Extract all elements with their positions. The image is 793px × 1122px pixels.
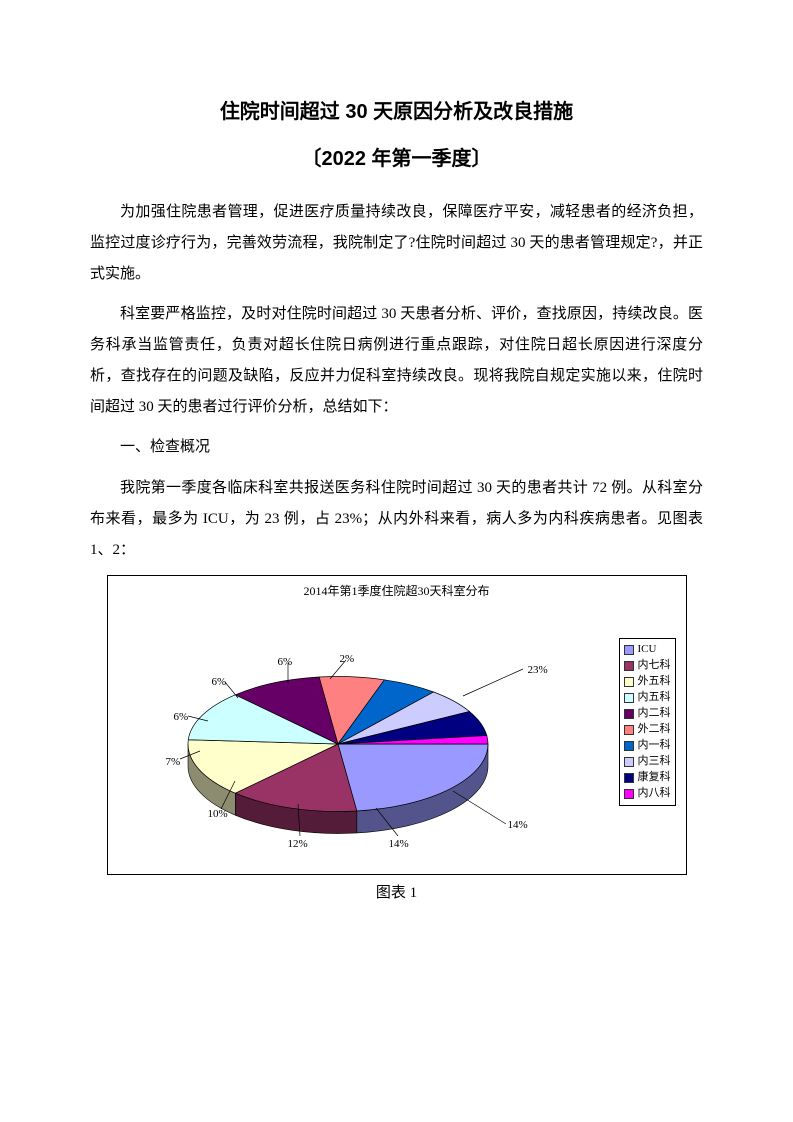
pct-label: 10% bbox=[208, 808, 228, 820]
legend-swatch bbox=[624, 725, 634, 735]
legend-item: 内五科 bbox=[624, 690, 671, 706]
legend-label: 内七科 bbox=[638, 658, 671, 674]
pct-label: 6% bbox=[212, 676, 227, 688]
paragraph-3: 我院第一季度各临床科室共报送医务科住院时间超过 30 天的患者共计 72 例。从… bbox=[90, 473, 703, 565]
legend-label: 内五科 bbox=[638, 690, 671, 706]
paragraph-1: 为加强住院患者管理，促进医疗质量持续改良，保障医疗平安，减轻患者的经济负担，监控… bbox=[90, 197, 703, 289]
chart-container: 2014年第1季度住院超30天科室分布 ICU内七科外五科内五科内二科外二科内一… bbox=[107, 575, 687, 875]
legend-swatch bbox=[624, 677, 634, 687]
legend-swatch bbox=[624, 789, 634, 799]
legend-label: 外二科 bbox=[638, 722, 671, 738]
legend-item: 内七科 bbox=[624, 658, 671, 674]
legend-item: ICU bbox=[624, 642, 671, 658]
legend-item: 内三科 bbox=[624, 754, 671, 770]
legend-swatch bbox=[624, 709, 634, 719]
legend-swatch bbox=[624, 693, 634, 703]
pct-label: 12% bbox=[288, 838, 308, 850]
legend-swatch bbox=[624, 661, 634, 671]
legend-label: ICU bbox=[638, 642, 657, 658]
legend-item: 外二科 bbox=[624, 722, 671, 738]
pie-chart bbox=[108, 576, 688, 876]
legend-label: 内二科 bbox=[638, 706, 671, 722]
title-line-1: 住院时间超过 30 天原因分析及改良措施 bbox=[90, 95, 703, 124]
legend-swatch bbox=[624, 645, 634, 655]
figure-caption: 图表 1 bbox=[90, 881, 703, 902]
title-line-2: 〔2022 年第一季度〕 bbox=[90, 142, 703, 171]
pct-label: 23% bbox=[528, 664, 548, 676]
legend-label: 康复科 bbox=[638, 770, 671, 786]
pct-label: 7% bbox=[166, 756, 181, 768]
paragraph-2: 科室要严格监控，及时对住院时间超过 30 天患者分析、评价，查找原因，持续改良。… bbox=[90, 299, 703, 422]
legend-item: 内一科 bbox=[624, 738, 671, 754]
legend-label: 内八科 bbox=[638, 786, 671, 802]
legend-label: 内三科 bbox=[638, 754, 671, 770]
section-1-heading: 一、检查概况 bbox=[90, 432, 703, 463]
pct-label: 2% bbox=[340, 653, 355, 665]
legend-swatch bbox=[624, 741, 634, 751]
chart-legend: ICU内七科外五科内五科内二科外二科内一科内三科康复科内八科 bbox=[619, 638, 676, 805]
legend-label: 内一科 bbox=[638, 738, 671, 754]
pct-label: 14% bbox=[508, 819, 528, 831]
legend-item: 康复科 bbox=[624, 770, 671, 786]
legend-label: 外五科 bbox=[638, 674, 671, 690]
legend-item: 内二科 bbox=[624, 706, 671, 722]
pct-label: 6% bbox=[174, 711, 189, 723]
legend-swatch bbox=[624, 757, 634, 767]
legend-swatch bbox=[624, 773, 634, 783]
pct-label: 6% bbox=[278, 656, 293, 668]
legend-item: 内八科 bbox=[624, 786, 671, 802]
pct-label: 14% bbox=[389, 838, 409, 850]
legend-item: 外五科 bbox=[624, 674, 671, 690]
